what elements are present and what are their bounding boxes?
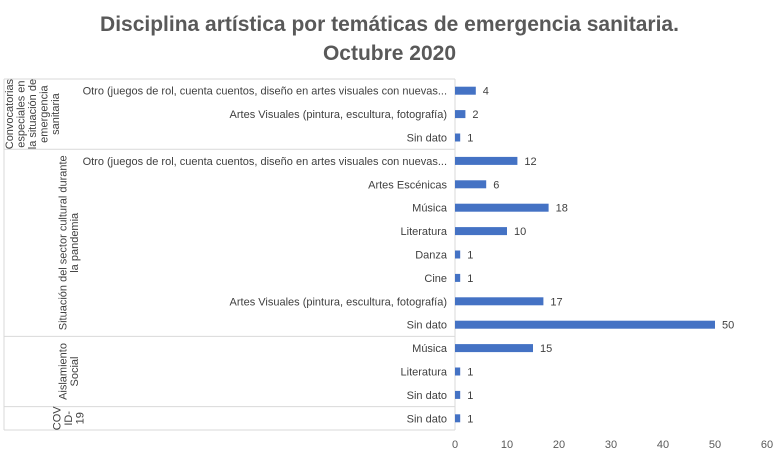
bar xyxy=(455,367,461,376)
bar xyxy=(455,297,544,306)
chart-title-line-1: Disciplina artística por temáticas de em… xyxy=(100,13,679,36)
group-label: AislamientoSocial xyxy=(57,343,81,400)
group-label-line: la pandemia xyxy=(69,212,81,273)
data-label: 6 xyxy=(493,179,499,191)
bar xyxy=(455,273,461,282)
category-label: Música xyxy=(412,343,448,355)
bar xyxy=(455,390,461,399)
data-label: 4 xyxy=(483,86,489,98)
bar xyxy=(455,156,518,165)
bar xyxy=(455,110,466,119)
data-label: 17 xyxy=(550,296,562,308)
category-label: Sin dato xyxy=(407,413,447,425)
category-label: Artes Escénicas xyxy=(368,179,447,191)
x-tick-label: 40 xyxy=(657,439,669,451)
chart-title-line-2: Octubre 2020 xyxy=(322,42,457,65)
data-label: 1 xyxy=(467,250,473,262)
category-label: Otro (juegos de rol, cuenta cuentos, dis… xyxy=(83,86,447,98)
group-label-line: COV xyxy=(52,406,64,431)
group-label: Situación del sector cultural durantela … xyxy=(57,155,81,330)
chart-title: Disciplina artística por temáticas de em… xyxy=(0,10,779,68)
category-label: Sin dato xyxy=(407,390,447,402)
data-label: 1 xyxy=(467,133,473,145)
x-tick-label: 50 xyxy=(709,439,721,451)
category-label: Sin dato xyxy=(407,320,447,332)
bar xyxy=(455,227,507,236)
data-label: 15 xyxy=(540,343,552,355)
bar xyxy=(455,133,461,142)
category-label: Música xyxy=(412,203,448,215)
data-label: 50 xyxy=(722,320,734,332)
group-label-line: Convocatorias xyxy=(4,78,16,149)
data-label: 2 xyxy=(472,109,478,121)
data-label: 1 xyxy=(467,390,473,402)
group-label-line: Aislamiento xyxy=(57,343,69,400)
x-tick-label: 20 xyxy=(553,439,565,451)
category-label: Artes Visuales (pintura, escultura, foto… xyxy=(230,109,447,121)
group-label: COVID-19 xyxy=(52,406,87,431)
x-tick-label: 0 xyxy=(452,439,458,451)
category-label: Danza xyxy=(415,250,448,262)
bars xyxy=(455,86,715,423)
bar xyxy=(455,414,461,423)
data-label: 1 xyxy=(467,367,473,379)
group-label-line: ID- xyxy=(63,411,75,426)
bar xyxy=(455,86,476,95)
data-label: 1 xyxy=(467,413,473,425)
group-label: Convocatoriasespeciales enla situación d… xyxy=(4,78,62,149)
data-label: 1 xyxy=(467,273,473,285)
group-label-line: Situación del sector cultural durante xyxy=(57,155,69,330)
group-label-line: sanitaria xyxy=(50,92,62,134)
data-label: 10 xyxy=(514,226,526,238)
bar xyxy=(455,320,715,329)
bar xyxy=(455,250,461,259)
data-labels: 42 1 12 6 18 10 1 1 17 50 15 1 1 1 xyxy=(467,86,734,426)
group-label-line: emergencia xyxy=(39,84,51,142)
category-labels: Otro (juegos de rol, cuenta cuentos, dis… xyxy=(4,78,448,430)
category-label: Sin dato xyxy=(407,133,447,145)
x-tick-label: 10 xyxy=(501,439,513,451)
group-label-line: especiales en xyxy=(16,80,28,147)
category-label: Artes Visuales (pintura, escultura, foto… xyxy=(230,296,447,308)
bar xyxy=(455,203,549,212)
bar xyxy=(455,344,533,353)
category-label: Literatura xyxy=(401,367,448,379)
bar xyxy=(455,180,487,189)
group-label-line: Social xyxy=(69,357,81,387)
data-label: 12 xyxy=(524,156,536,168)
category-label: Cine xyxy=(424,273,447,285)
group-label-line: la situación de xyxy=(27,79,39,149)
x-tick-label: 60 xyxy=(761,439,773,451)
data-label: 18 xyxy=(556,203,568,215)
category-label: Literatura xyxy=(401,226,448,238)
group-label-line: 19 xyxy=(75,412,87,424)
x-tick-label: 30 xyxy=(605,439,617,451)
category-label: Otro (juegos de rol, cuenta cuentos, dis… xyxy=(83,156,447,168)
x-axis-ticks: 0 10 20 30 40 50 60 xyxy=(452,439,773,451)
